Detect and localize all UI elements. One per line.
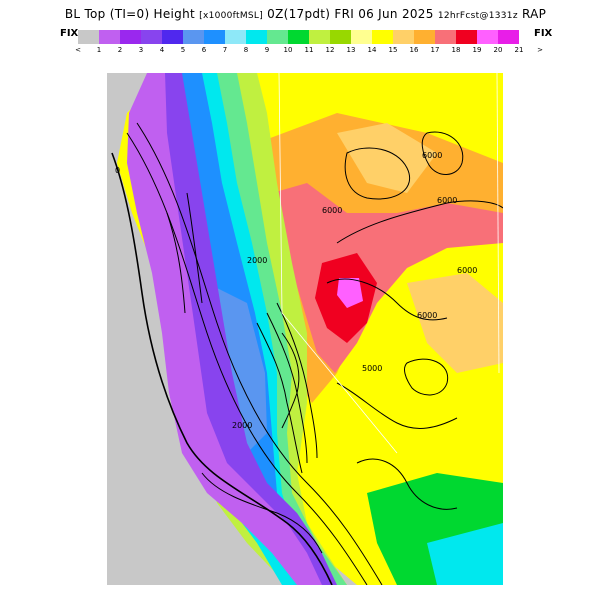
scale-swatch [162, 30, 183, 44]
purple-band [142, 73, 337, 585]
scale-swatch [225, 30, 246, 44]
contour-label: 6000 [437, 196, 457, 205]
scale-tick-label: 19 [472, 46, 482, 54]
scale-swatch [414, 30, 435, 44]
fix-label-right: FIX [534, 28, 553, 39]
light-orange-patch-2 [407, 273, 503, 373]
scale-swatch [204, 30, 225, 44]
magenta-core [337, 278, 363, 308]
contour-value-labels: 6000 6000 6000 6000 6000 5000 2000 2000 … [115, 151, 477, 430]
scale-swatch [498, 30, 519, 44]
scale-swatch [372, 30, 393, 44]
contour-label: 2000 [247, 256, 267, 265]
light-orange-patch [337, 123, 437, 193]
scale-swatch [78, 30, 99, 44]
scale-swatch [141, 30, 162, 44]
scale-tick-label: 14 [367, 46, 377, 54]
scale-swatch [246, 30, 267, 44]
scale-swatch [183, 30, 204, 44]
scale-swatch [267, 30, 288, 44]
scale-swatch [351, 30, 372, 44]
contour-label: 6000 [457, 266, 477, 275]
scale-tick-label: 18 [451, 46, 461, 54]
scale-tick-label: 20 [493, 46, 503, 54]
fix-label-left: FIX [60, 28, 79, 39]
scale-tick-label: 7 [222, 46, 228, 54]
map-title: BL Top (TI=0) Height [x1000ftMSL] 0Z(17p… [0, 7, 611, 21]
scale-swatch [309, 30, 330, 44]
contour-label: 5000 [362, 364, 382, 373]
title-valid-time: 0Z(17pdt) FRI 06 Jun 2025 [267, 7, 434, 21]
title-units: [x1000ftMSL] [199, 11, 264, 21]
scale-swatch [99, 30, 120, 44]
scale-tick-label: 11 [304, 46, 314, 54]
contour-label: 6000 [322, 206, 342, 215]
color-scale-ticks: <1 2 3 4 5 6 7 8 9 10 11 12 13 14 15 16 17 18 19 20 21 > [70, 46, 543, 58]
color-scale [78, 30, 519, 44]
se-cyan-area [427, 523, 503, 585]
scale-tick-label: 12 [325, 46, 335, 54]
title-forecast: 12hrFcst@1331z [437, 11, 518, 21]
scale-swatch [477, 30, 498, 44]
scale-swatch [393, 30, 414, 44]
scale-tick-label: 2 [117, 46, 123, 54]
contour-label: 6000 [417, 311, 437, 320]
scale-tick-label: 9 [264, 46, 270, 54]
scale-tick-label: < [75, 46, 81, 54]
coastline [111, 152, 333, 585]
map-fill [107, 73, 503, 585]
state-borders [278, 73, 500, 454]
contour-lines [126, 122, 503, 585]
scale-tick-label: 16 [409, 46, 419, 54]
scale-tick-label: 6 [201, 46, 207, 54]
scale-tick-label: 21 [514, 46, 524, 54]
scale-tick-label: 4 [159, 46, 165, 54]
scale-tick-label: 8 [243, 46, 249, 54]
scale-tick-label: > [537, 46, 543, 54]
title-model: RAP [521, 7, 547, 21]
contour-label: 2000 [232, 421, 252, 430]
scale-tick-label: 1 [96, 46, 102, 54]
scale-tick-label: 5 [180, 46, 186, 54]
scale-swatch [120, 30, 141, 44]
scale-swatch [330, 30, 351, 44]
scale-tick-label: 15 [388, 46, 398, 54]
title-main: BL Top (TI=0) Height [64, 7, 196, 21]
contour-label: 6000 [422, 151, 442, 160]
scale-swatch [288, 30, 309, 44]
scale-tick-label: 10 [283, 46, 293, 54]
scale-tick-label: 13 [346, 46, 356, 54]
height-map: 6000 6000 6000 6000 6000 5000 2000 2000 … [107, 73, 503, 585]
scale-swatch [435, 30, 456, 44]
scale-tick-label: 3 [138, 46, 144, 54]
scale-swatch [456, 30, 477, 44]
scale-tick-label: 17 [430, 46, 440, 54]
contour-label: 0 [115, 166, 120, 175]
